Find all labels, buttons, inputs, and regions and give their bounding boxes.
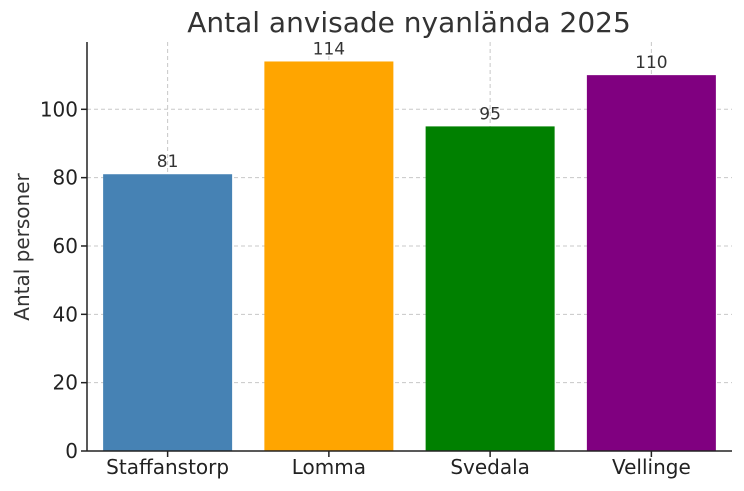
y-tick-label: 60 bbox=[53, 234, 78, 258]
x-tick-label: Staffanstorp bbox=[106, 455, 229, 479]
data-label: 110 bbox=[635, 53, 667, 73]
y-tick-label: 0 bbox=[65, 439, 78, 463]
data-label: 95 bbox=[479, 104, 501, 124]
data-labels: 81 114 95 110 bbox=[157, 39, 668, 172]
x-tick-label: Vellinge bbox=[612, 455, 691, 479]
bar-staffanstorp bbox=[103, 174, 233, 451]
data-label: 114 bbox=[313, 39, 345, 59]
y-tick-label: 80 bbox=[53, 166, 78, 190]
bars bbox=[103, 61, 716, 452]
y-tick-label: 20 bbox=[53, 371, 78, 395]
bar-lomma bbox=[264, 61, 394, 451]
x-tick-label: Lomma bbox=[292, 455, 366, 479]
axes: 0 20 40 60 80 100 Staffanstorp Lomma Svedala Vell… bbox=[40, 42, 732, 479]
y-tick-label: 100 bbox=[40, 97, 78, 121]
chart-title: Antal anvisade nyanlända 2025 bbox=[187, 6, 631, 39]
x-tick-label: Svedala bbox=[450, 455, 530, 479]
bar-vellinge bbox=[586, 75, 716, 452]
y-tick-label: 40 bbox=[53, 302, 78, 326]
y-axis-label: Antal personer bbox=[10, 172, 34, 320]
data-label: 81 bbox=[157, 152, 179, 172]
bar-svedala bbox=[425, 126, 555, 452]
